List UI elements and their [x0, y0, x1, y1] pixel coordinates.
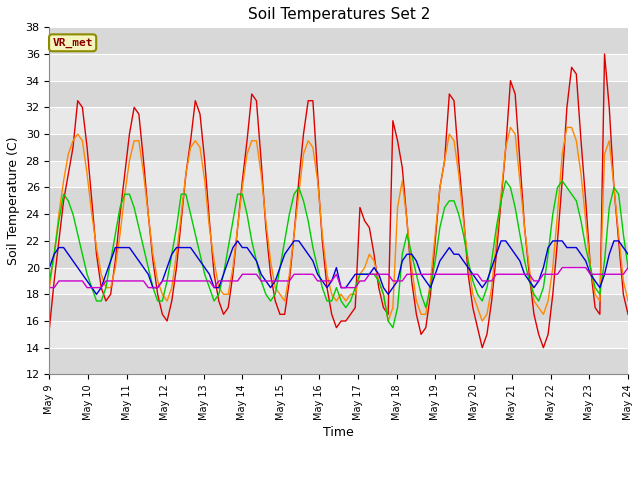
X-axis label: Time: Time [323, 426, 354, 439]
Bar [49, 267, 628, 294]
Bar [49, 161, 628, 188]
Bar [49, 27, 628, 54]
Bar [49, 188, 628, 214]
Bar [49, 348, 628, 374]
Bar [49, 108, 628, 134]
Text: VR_met: VR_met [52, 38, 93, 48]
Bar [49, 54, 628, 81]
Title: Soil Temperatures Set 2: Soil Temperatures Set 2 [248, 7, 430, 22]
Y-axis label: Soil Temperature (C): Soil Temperature (C) [7, 137, 20, 265]
Bar [49, 321, 628, 348]
Bar [49, 134, 628, 161]
Bar [49, 241, 628, 267]
Bar [49, 214, 628, 241]
Bar [49, 81, 628, 108]
Bar [49, 294, 628, 321]
